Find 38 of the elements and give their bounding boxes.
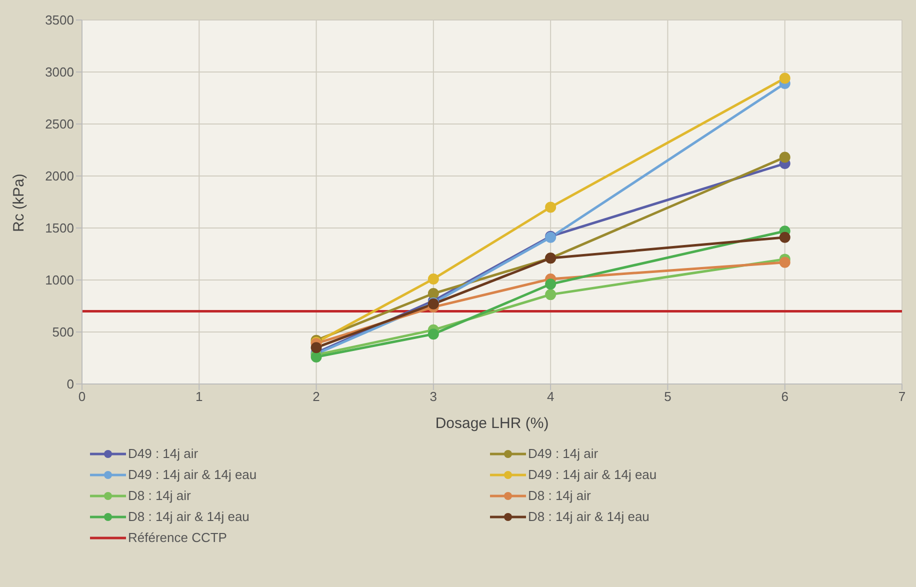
point [545, 202, 556, 213]
x-tick-label: 3 [430, 389, 438, 404]
x-tick-label: 2 [312, 389, 320, 404]
x-tick-label: 7 [898, 389, 906, 404]
point [545, 278, 556, 290]
y-tick-label: 1500 [45, 220, 74, 236]
point [310, 342, 322, 354]
point [428, 288, 439, 300]
x-tick-label: 5 [664, 389, 672, 404]
point [428, 328, 439, 340]
y-tick-label: 2500 [45, 116, 74, 132]
point [779, 152, 790, 163]
legend-label: D8 : 14j air & 14j eau [128, 509, 250, 524]
legend-label: D8 : 14j air [528, 488, 591, 503]
point [545, 289, 556, 300]
x-tick-label: 1 [196, 389, 203, 404]
legend-label: D49 : 14j air & 14j eau [128, 467, 257, 482]
y-tick-label: 0 [66, 376, 74, 392]
x-tick-label: 0 [78, 389, 86, 404]
x-tick-label: 6 [781, 389, 788, 404]
point [779, 72, 790, 84]
point [428, 273, 439, 284]
legend-label: D49 : 14j air [128, 446, 198, 461]
y-tick-label: 2000 [45, 168, 74, 184]
legend-label: D8 : 14j air & 14j eau [528, 509, 650, 524]
x-axis-title: Dosage LHR (%) [435, 415, 549, 432]
x-tick-label: 4 [546, 389, 554, 404]
point [779, 256, 790, 268]
legend-label: Référence CCTP [128, 530, 227, 545]
legend-label: D8 : 14j air [128, 488, 191, 503]
legend-label: D49 : 14j air [528, 446, 598, 461]
y-tick-label: 500 [52, 324, 74, 340]
y-tick-label: 1000 [45, 272, 74, 288]
y-tick-label: 3000 [45, 64, 74, 80]
legend-label: D49 : 14j air & 14j eau [528, 467, 657, 482]
y-axis-title: Rc (kPa) [10, 174, 28, 232]
y-tick-label: 3500 [45, 12, 74, 28]
point [779, 232, 790, 243]
